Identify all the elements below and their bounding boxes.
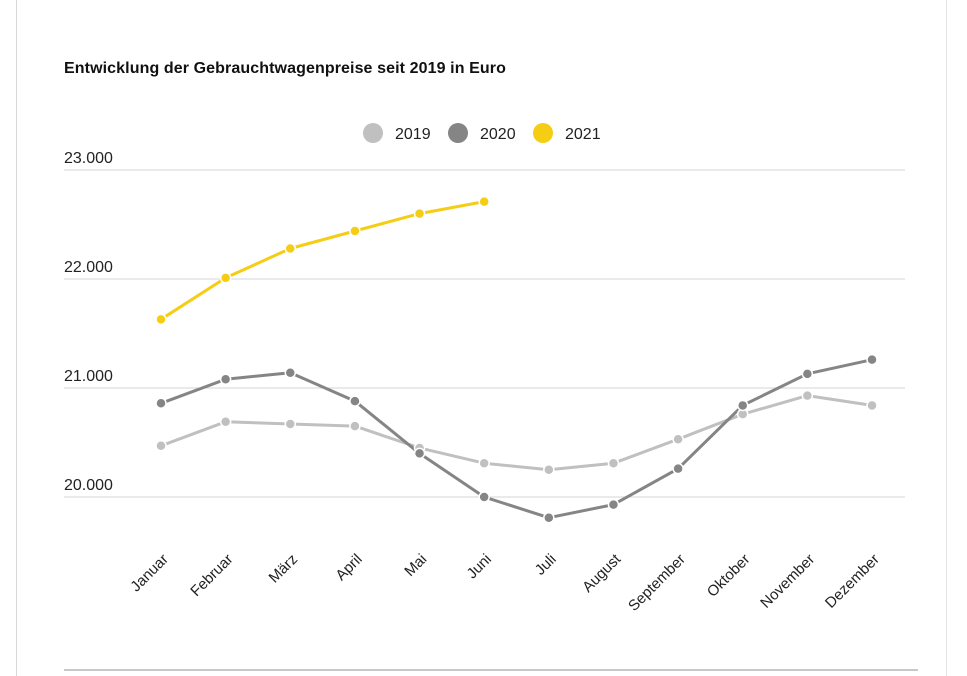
data-point-2021-Januar [155, 313, 167, 326]
x-tick-label: Oktober [704, 551, 754, 601]
frame-border-left [16, 0, 17, 676]
x-tick-label: November [757, 551, 818, 612]
data-point-2019-Juni [478, 457, 490, 469]
x-tick-label: Juli [532, 551, 560, 579]
series-line-2019 [159, 394, 874, 472]
data-point-2019-Februar [219, 416, 232, 428]
legend-marker-2020 [448, 123, 468, 143]
x-tick-label: Dezember [822, 551, 883, 612]
legend-label: 2019 [395, 126, 431, 143]
legend-marker-2021 [533, 123, 553, 143]
x-tick-label: April [332, 551, 365, 584]
legend-marker-2019 [363, 123, 383, 143]
legend-label: 2020 [480, 126, 516, 143]
series-line-2020 [159, 358, 874, 520]
gridlines [64, 169, 905, 498]
series-lines [159, 200, 874, 520]
data-point-2020-Juni [478, 491, 490, 503]
data-point-2019-November [801, 389, 814, 402]
data-point-2020-September [672, 462, 684, 475]
x-tick-label: März [266, 551, 302, 587]
y-tick-label: 20.000 [64, 477, 113, 494]
data-point-2021-März [284, 242, 297, 255]
data-point-2020-August [607, 498, 620, 511]
data-point-2020-Dezember [866, 353, 878, 366]
y-tick-label: 21.000 [64, 368, 113, 385]
data-point-2021-Februar [219, 272, 232, 284]
bottom-divider [64, 669, 918, 671]
legend: 2019 2020 2021 [363, 123, 601, 143]
y-tick-label: 22.000 [64, 259, 113, 276]
y-axis-tick-labels: 20.000 21.000 22.000 23.000 [64, 150, 113, 494]
x-axis-tick-labels: Januar Februar März April Mai Juni Juli August S… [127, 550, 882, 614]
data-point-2020-Mai [413, 447, 426, 460]
data-point-2021-April [349, 225, 361, 237]
data-point-2019-Januar [155, 440, 167, 452]
data-point-2019-April [349, 420, 361, 432]
data-point-2021-Juni [478, 195, 490, 208]
frame-border-right [946, 0, 947, 676]
data-point-2020-Juli [543, 511, 555, 524]
x-tick-label: September [625, 551, 689, 615]
x-tick-label: Mai [401, 551, 430, 580]
series-line-2021 [159, 200, 486, 321]
data-point-2019-März [284, 418, 297, 430]
data-point-2020-April [349, 395, 361, 407]
data-point-2020-November [801, 368, 814, 380]
data-point-2019-September [672, 433, 684, 445]
x-tick-label: Januar [127, 551, 171, 595]
x-tick-label: August [579, 550, 625, 596]
data-point-2020-März [284, 366, 297, 379]
data-point-2020-Januar [155, 397, 167, 410]
data-point-2020-Oktober [736, 399, 749, 412]
x-tick-label: Juni [464, 551, 495, 582]
y-tick-label: 23.000 [64, 150, 113, 167]
data-point-2020-Februar [219, 373, 232, 386]
data-point-2019-Dezember [866, 399, 878, 412]
x-tick-label: Februar [187, 551, 236, 600]
data-point-2021-Mai [413, 207, 426, 220]
legend-label: 2021 [565, 126, 601, 143]
data-point-2019-August [607, 457, 620, 469]
chart-title: Entwicklung der Gebrauchtwagenpreise sei… [64, 60, 506, 77]
series-points [155, 195, 878, 524]
data-point-2019-Juli [543, 464, 555, 476]
